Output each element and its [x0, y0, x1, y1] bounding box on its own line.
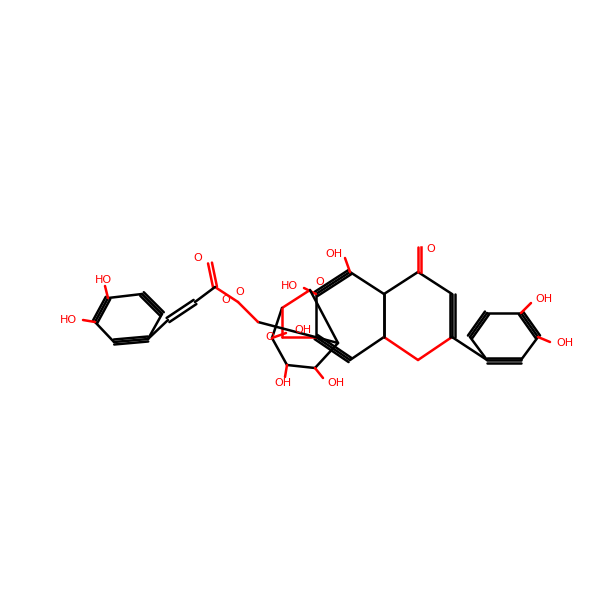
- Text: O: O: [193, 253, 202, 263]
- Text: OH: OH: [274, 378, 292, 388]
- Text: OH: OH: [325, 249, 342, 259]
- Text: HO: HO: [94, 275, 112, 285]
- Text: O: O: [426, 244, 435, 254]
- Text: O: O: [221, 295, 230, 305]
- Text: O: O: [315, 277, 324, 287]
- Text: O: O: [236, 287, 244, 297]
- Text: OH: OH: [556, 338, 573, 348]
- Text: HO: HO: [281, 281, 298, 291]
- Text: OH: OH: [327, 378, 344, 388]
- Text: OH: OH: [294, 325, 311, 335]
- Text: HO: HO: [60, 315, 77, 325]
- Text: O: O: [265, 332, 274, 342]
- Text: OH: OH: [535, 294, 552, 304]
